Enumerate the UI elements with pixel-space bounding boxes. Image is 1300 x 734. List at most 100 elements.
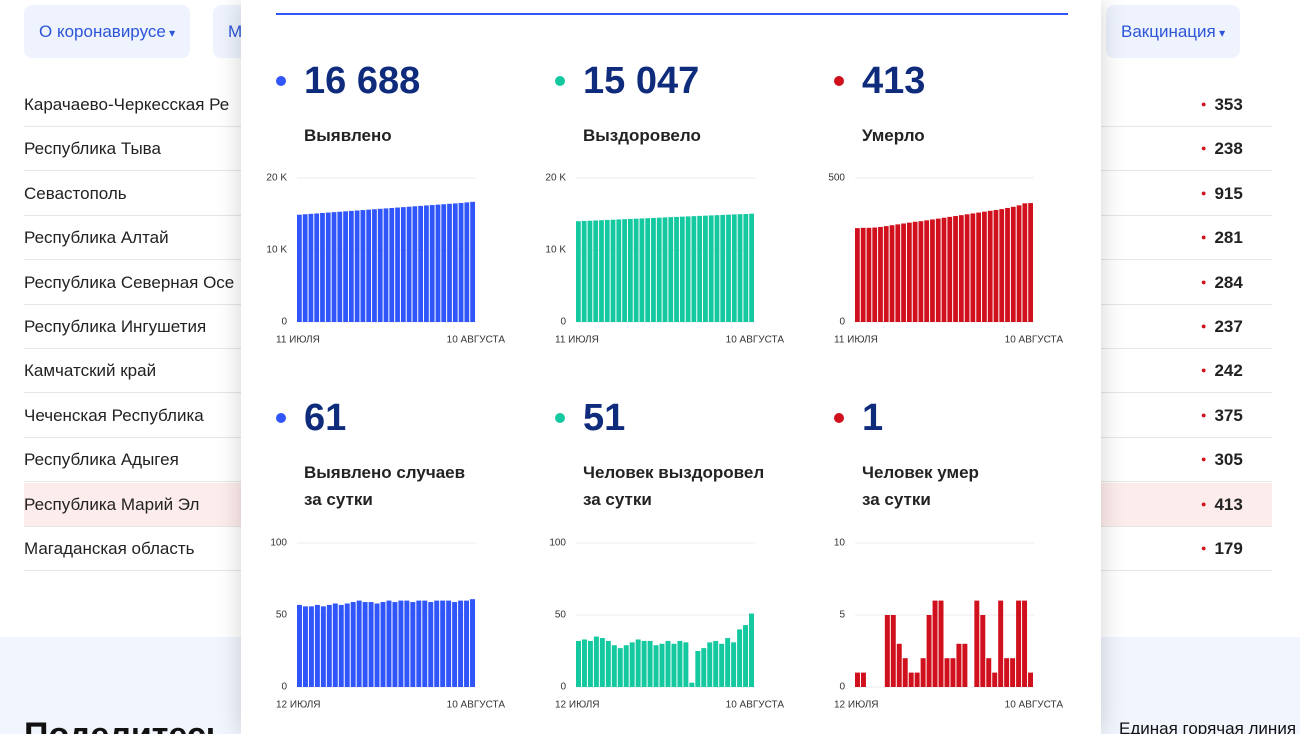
- bar: [999, 209, 1005, 322]
- bar: [314, 604, 320, 687]
- bar: [428, 602, 434, 687]
- y-tick-label: 0: [560, 682, 566, 693]
- bar: [464, 202, 470, 322]
- caption-line: Умерло: [862, 126, 925, 145]
- bar: [1022, 203, 1028, 322]
- caption-line: Выявлено случаев: [304, 463, 466, 482]
- region-value: 305: [1201, 450, 1242, 470]
- bar: [737, 214, 743, 322]
- bar: [974, 600, 980, 687]
- bar: [683, 642, 689, 687]
- y-tick-label: 0: [281, 317, 287, 328]
- bar: [404, 600, 410, 687]
- bar: [860, 227, 866, 322]
- nav-button[interactable]: Вакцинация: [1106, 5, 1241, 58]
- bar: [470, 201, 475, 322]
- stat-caption: Выявлено случаев за сутки: [304, 459, 465, 513]
- x-tick-label: 10 АВГУСТА: [726, 700, 785, 711]
- bar: [685, 216, 691, 322]
- bar: [993, 209, 999, 322]
- bar: [725, 638, 731, 687]
- bar: [326, 604, 332, 687]
- x-tick-label: 10 АВГУСТА: [447, 700, 506, 711]
- bar: [435, 204, 441, 322]
- region-value: 238: [1201, 139, 1242, 159]
- x-tick-label: 12 ИЮЛЯ: [555, 700, 600, 711]
- bar: [944, 658, 950, 687]
- y-tick-label: 10 K: [545, 245, 566, 256]
- bar: [622, 219, 627, 322]
- caption-line: за сутки: [583, 490, 652, 509]
- dot: [276, 413, 286, 423]
- bar: [1010, 206, 1016, 322]
- y-tick-label: 500: [828, 173, 845, 184]
- bar: [947, 216, 953, 322]
- bar: [617, 648, 623, 687]
- bar: [458, 202, 464, 322]
- caption-line: за сутки: [304, 490, 373, 509]
- y-tick-label: 0: [839, 682, 845, 693]
- bar: [641, 640, 647, 687]
- bar: [434, 600, 440, 687]
- bar: [889, 225, 895, 322]
- region-value: 179: [1201, 539, 1242, 559]
- bar: [639, 218, 645, 322]
- bar: [360, 210, 366, 322]
- y-tick-label: 0: [560, 317, 566, 328]
- region-value: 375: [1201, 406, 1242, 426]
- region-name: Республика Марий Эл: [24, 494, 200, 514]
- bar: [930, 219, 935, 322]
- bar: [731, 642, 737, 687]
- y-tick-label: 20 K: [545, 173, 566, 184]
- bar: [587, 220, 593, 322]
- region-name: Республика Тыва: [24, 139, 161, 159]
- bar: [986, 658, 992, 687]
- bar: [616, 219, 622, 322]
- bar: [662, 217, 668, 322]
- region-value: 284: [1201, 273, 1242, 293]
- bar: [406, 206, 412, 322]
- bar: [982, 211, 987, 322]
- bar: [344, 603, 350, 687]
- region-name: Чеченская Республика: [24, 405, 204, 425]
- bar: [860, 672, 866, 687]
- x-tick-label: 11 ИЮЛЯ: [276, 335, 320, 346]
- bar: [689, 682, 695, 687]
- bar: [920, 658, 926, 687]
- bar: [440, 600, 446, 687]
- bar: [350, 602, 356, 687]
- bar: [987, 210, 993, 322]
- bar: [422, 600, 428, 687]
- bar: [314, 213, 320, 322]
- bar: [703, 215, 708, 322]
- nav-button[interactable]: О коронавирусе: [24, 5, 191, 58]
- stat-caption: Умерло: [862, 122, 925, 149]
- hotline: Единая горячая линия: [1119, 719, 1297, 734]
- bar: [297, 214, 302, 322]
- bar: [679, 216, 685, 322]
- bar: [956, 643, 962, 687]
- bar: [896, 643, 902, 687]
- y-tick-label: 0: [281, 682, 287, 693]
- bar: [708, 215, 714, 322]
- bar: [470, 599, 475, 687]
- bar: [707, 642, 713, 687]
- bar: [1028, 203, 1033, 322]
- bar: [970, 213, 976, 322]
- bar: [924, 220, 930, 322]
- bar: [671, 643, 677, 687]
- bar: [902, 658, 908, 687]
- caption-line: Выявлено: [304, 126, 392, 145]
- bar: [659, 643, 665, 687]
- dot: [834, 76, 844, 86]
- bar: [610, 219, 616, 322]
- bar: [398, 600, 404, 687]
- bar: [895, 224, 901, 322]
- bar: [348, 210, 354, 322]
- bar: [395, 207, 400, 322]
- stat-caption: Человек выздоровел за сутки: [583, 459, 764, 513]
- region-value: 353: [1201, 95, 1242, 115]
- bar: [958, 215, 964, 322]
- bar: [418, 205, 424, 322]
- bar: [855, 228, 860, 322]
